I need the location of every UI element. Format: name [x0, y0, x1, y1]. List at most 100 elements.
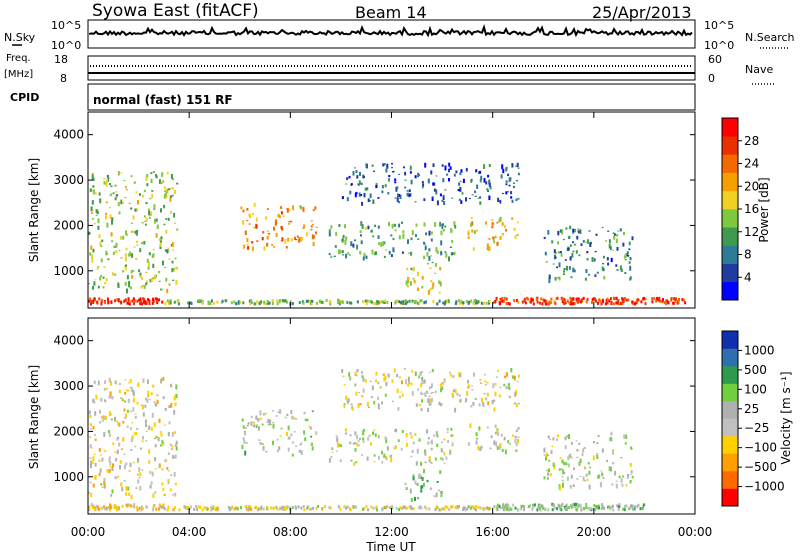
data-cell — [130, 222, 133, 225]
data-cell — [451, 442, 454, 447]
data-cell — [163, 424, 166, 426]
data-cell — [148, 302, 151, 306]
data-cell — [297, 505, 300, 509]
data-cell — [493, 241, 496, 244]
data-cell — [104, 301, 106, 305]
data-cell — [109, 214, 112, 220]
data-cell — [379, 386, 382, 388]
data-cell — [266, 242, 269, 247]
data-cell — [629, 506, 632, 510]
data-cell — [404, 171, 407, 176]
data-cell — [457, 505, 460, 508]
data-cell — [531, 298, 534, 302]
data-cell — [409, 165, 412, 171]
data-cell — [468, 198, 471, 200]
data-cell — [670, 298, 673, 302]
data-cell — [108, 469, 111, 474]
data-cell — [124, 416, 127, 419]
data-cell — [470, 178, 473, 182]
data-cell — [170, 403, 173, 408]
data-cell — [459, 301, 462, 305]
data-cell — [404, 482, 407, 485]
data-cell — [465, 167, 468, 172]
data-cell — [483, 301, 485, 305]
data-cell — [591, 298, 594, 302]
x-tick-label: 00:00 — [71, 525, 106, 539]
data-cell — [494, 300, 497, 304]
data-cell — [593, 258, 596, 262]
data-cell — [260, 505, 263, 509]
data-cell — [287, 237, 290, 242]
data-cell — [423, 222, 426, 227]
data-cell — [434, 263, 437, 267]
data-cell — [120, 199, 123, 205]
data-cell — [114, 505, 117, 509]
data-cell — [111, 489, 114, 494]
data-cell — [375, 371, 378, 376]
data-cell — [345, 432, 348, 435]
data-cell — [572, 503, 575, 507]
data-cell — [171, 494, 174, 496]
data-cell — [569, 256, 572, 261]
data-cell — [337, 301, 339, 304]
data-cell — [508, 386, 511, 390]
data-region — [88, 297, 164, 306]
data-cell — [584, 467, 587, 470]
data-cell — [381, 190, 384, 194]
data-cell — [430, 231, 433, 235]
data-cell — [419, 505, 422, 509]
data-cell — [486, 382, 489, 384]
data-cell — [148, 460, 151, 464]
data-cell — [589, 242, 592, 247]
data-cell — [397, 193, 399, 198]
data-cell — [328, 300, 331, 304]
data-cell — [242, 425, 245, 429]
data-cell — [479, 506, 482, 510]
data-cell — [210, 299, 213, 303]
nsearch-label: N.Search — [745, 31, 795, 44]
data-cell — [388, 175, 391, 177]
data-cell — [450, 252, 453, 256]
data-cell — [478, 171, 480, 174]
data-cell — [263, 300, 266, 304]
data-cell — [443, 438, 446, 441]
data-cell — [356, 300, 359, 304]
data-cell — [400, 447, 403, 451]
data-cell — [440, 230, 443, 236]
data-cell — [162, 505, 165, 509]
data-cell — [620, 477, 623, 483]
data-cell — [373, 400, 376, 405]
data-cell — [363, 428, 366, 432]
data-cell — [606, 459, 609, 463]
data-cell — [273, 245, 276, 248]
data-cell — [374, 224, 377, 228]
data-cell — [423, 505, 426, 509]
data-cell — [105, 212, 108, 216]
data-cell — [565, 505, 568, 509]
data-cell — [418, 438, 421, 442]
data-cell — [612, 232, 615, 234]
data-cell — [155, 299, 158, 303]
data-cell — [428, 456, 431, 461]
data-cell — [350, 403, 353, 405]
data-cell — [446, 299, 449, 303]
data-cell — [272, 506, 275, 510]
data-cell — [541, 504, 544, 508]
data-cell — [662, 298, 664, 301]
data-cell — [436, 481, 439, 483]
data-cell — [543, 299, 546, 303]
data-cell — [578, 254, 581, 257]
data-cell — [630, 473, 633, 475]
data-cell — [386, 446, 389, 451]
data-cell — [88, 508, 91, 512]
data-cell — [255, 300, 258, 304]
data-cell — [453, 251, 456, 256]
colorbar-tick-label: 500 — [744, 363, 767, 377]
data-cell — [151, 508, 154, 512]
freq-tick-high: 18 — [54, 53, 68, 66]
data-cell — [607, 505, 610, 509]
data-cell — [598, 506, 600, 510]
data-cell — [360, 240, 363, 245]
data-cell — [266, 230, 269, 233]
data-cell — [568, 454, 571, 458]
